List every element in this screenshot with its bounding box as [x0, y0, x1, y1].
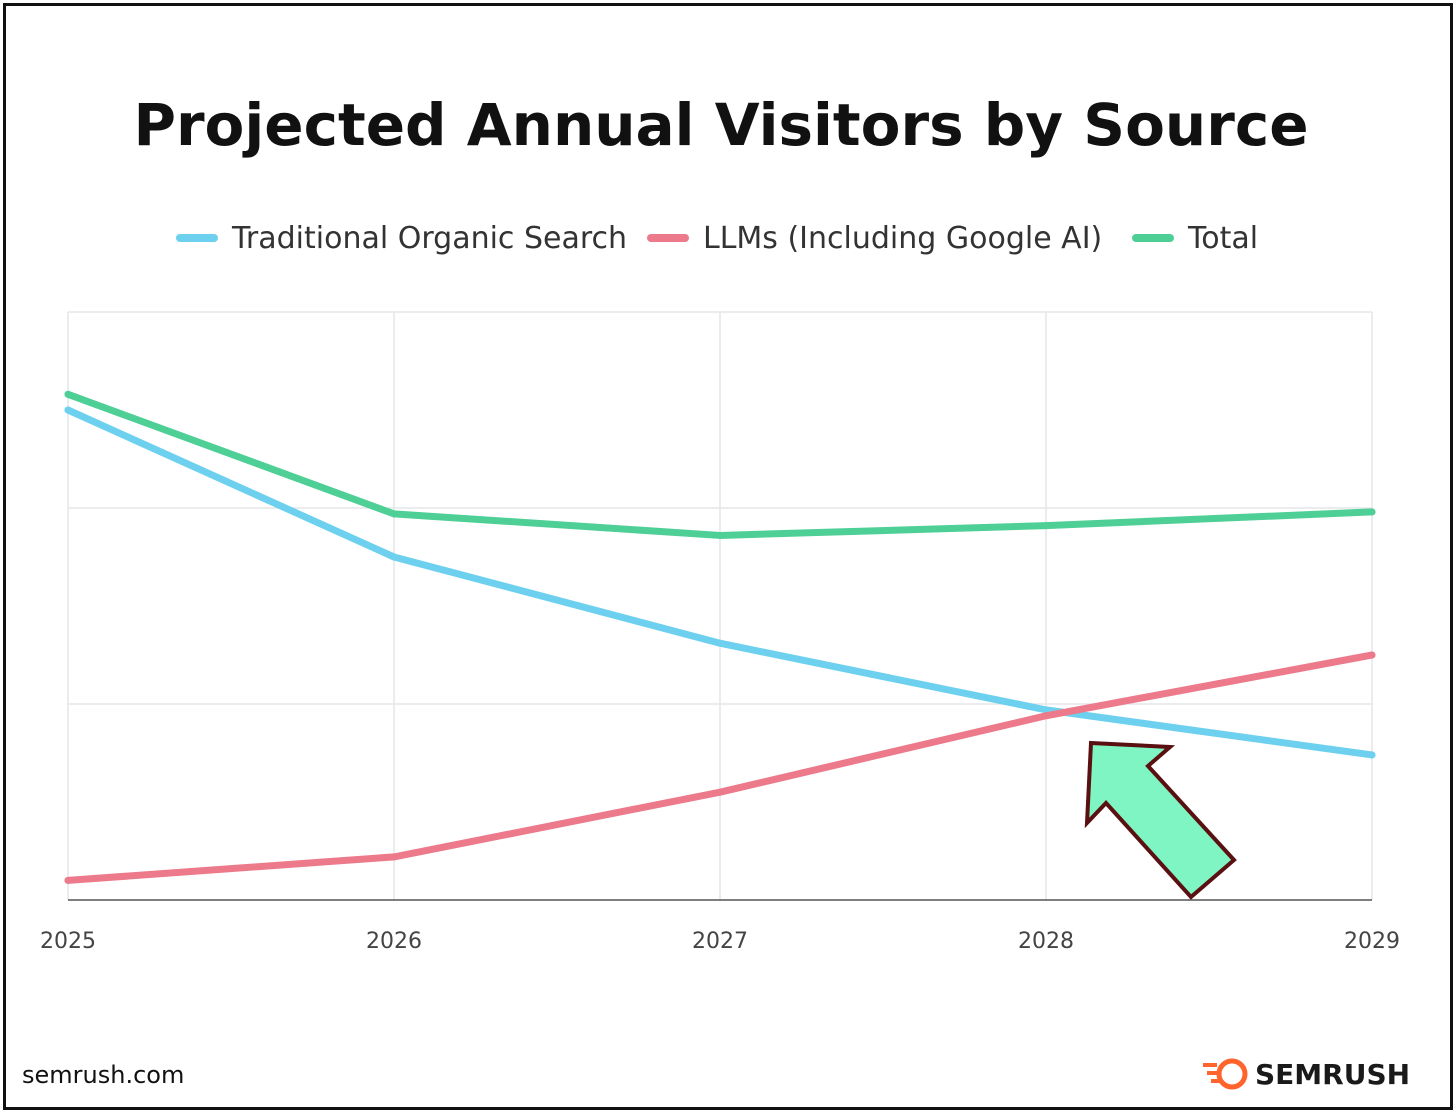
- semrush-logo-icon: [1203, 1058, 1248, 1090]
- legend: Traditional Organic Search LLMs (Includin…: [176, 221, 1258, 256]
- x-tick-label: 2028: [1018, 929, 1074, 954]
- x-tick-label: 2027: [692, 929, 748, 954]
- data-point: [64, 876, 72, 884]
- data-point: [716, 788, 724, 796]
- x-tick-label: 2029: [1344, 929, 1400, 954]
- data-point: [1368, 651, 1376, 659]
- semrush-logo-text: SEMRUSH: [1255, 1058, 1410, 1091]
- chart-title: Projected Annual Visitors by Source: [133, 91, 1308, 159]
- series-lines: [64, 390, 1376, 884]
- legend-label: LLMs (Including Google AI): [703, 221, 1102, 256]
- source-url: semrush.com: [22, 1061, 184, 1089]
- data-point: [1042, 522, 1050, 530]
- data-point: [716, 531, 724, 539]
- semrush-logo: SEMRUSH: [1203, 1058, 1410, 1091]
- chart-frame: [3, 3, 1453, 1110]
- data-point: [64, 406, 72, 414]
- data-point: [1042, 712, 1050, 720]
- data-point: [390, 510, 398, 518]
- data-point: [390, 553, 398, 561]
- x-tick-label: 2026: [366, 929, 422, 954]
- annotation-arrow: [1084, 740, 1237, 900]
- data-point: [64, 390, 72, 398]
- legend-label: Total: [1187, 221, 1258, 256]
- legend-label: Traditional Organic Search: [231, 221, 627, 256]
- x-axis-ticks: 2025 2026 2027 2028 2029: [40, 929, 1400, 954]
- x-tick-label: 2025: [40, 929, 96, 954]
- data-point: [1368, 751, 1376, 759]
- data-point: [390, 853, 398, 861]
- data-point: [1042, 706, 1050, 714]
- data-point: [1368, 508, 1376, 516]
- data-point: [716, 639, 724, 647]
